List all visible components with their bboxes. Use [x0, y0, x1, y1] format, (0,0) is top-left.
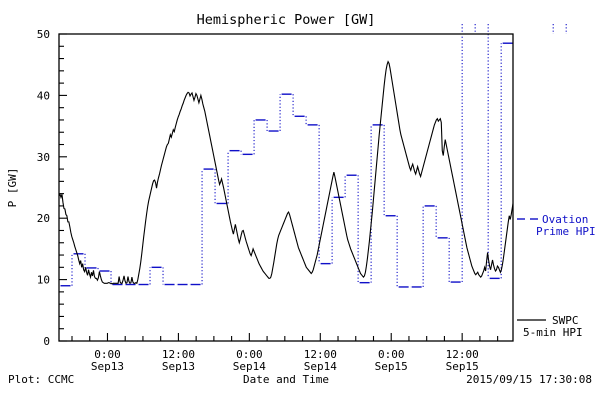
y-tick-label: 0 — [43, 335, 50, 348]
ovation-prime-overflow — [461, 24, 567, 34]
x-tick-label-time: 12:00 — [446, 348, 479, 361]
chart-title: Hemispheric Power [GW] — [197, 12, 376, 28]
x-tick-label-date: Sep14 — [304, 360, 337, 373]
x-tick-label-time: 12:00 — [304, 348, 337, 361]
swpc-line — [59, 60, 513, 285]
y-tick-label: 20 — [37, 212, 50, 225]
ovation-prime-series — [60, 34, 513, 288]
x-tick-label-date: Sep14 — [233, 360, 266, 373]
x-tick-label-date: Sep15 — [446, 360, 479, 373]
y-tick-label: 50 — [37, 28, 50, 41]
y-axis-title: P [GW] — [6, 168, 19, 208]
x-tick-label-time: 0:00 — [94, 348, 121, 361]
legend-label-swpc-2: 5-min HPI — [523, 326, 583, 339]
footer-plot-credit: Plot: CCMC — [8, 373, 74, 386]
legend-label-ovation-2: Prime HPI — [536, 225, 596, 238]
legend-label-swpc-1: SWPC — [552, 314, 579, 327]
x-tick-label-time: 12:00 — [162, 348, 195, 361]
y-tick-label: 30 — [37, 151, 50, 164]
x-tick-label-date: Sep13 — [162, 360, 195, 373]
y-tick-label: 40 — [37, 89, 50, 102]
x-axis-title: Date and Time — [243, 373, 329, 386]
y-tick-label: 10 — [37, 274, 50, 287]
footer-timestamp: 2015/09/15 17:30:08 — [466, 373, 592, 386]
x-tick-label-date: Sep15 — [375, 360, 408, 373]
swpc-series — [59, 60, 513, 285]
x-tick-label-date: Sep13 — [91, 360, 124, 373]
plot-frame — [58, 33, 514, 342]
legend-label-ovation-1: Ovation — [542, 213, 588, 226]
x-tick-label-time: 0:00 — [236, 348, 263, 361]
x-tick-label-time: 0:00 — [378, 348, 405, 361]
